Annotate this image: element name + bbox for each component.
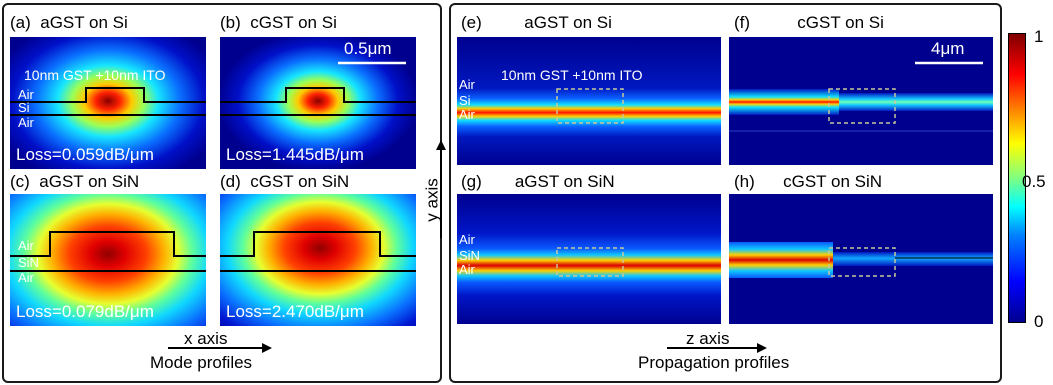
loss-b: Loss=1.445dB/μm: [226, 145, 364, 164]
layer-core-c: SiN: [18, 255, 39, 270]
propagation-heatmap-h: [729, 194, 993, 324]
layer-core-g: SiN: [459, 248, 480, 263]
panel-e-title: (e) aGST on Si: [461, 13, 612, 32]
layer-air-bottom-c: Air: [18, 270, 34, 285]
loss-d: Loss=2.470dB/μm: [226, 302, 364, 321]
propagation-heatmap-e: 10nm GST +10nm ITO Air Si Air: [457, 37, 721, 165]
y-axis-arrow: [436, 140, 446, 238]
colorbar-tick-top: 1: [1034, 27, 1044, 46]
propagation-profiles-frame: [449, 3, 1002, 383]
layer-core-a: Si: [18, 100, 30, 115]
layer-air-top-a: Air: [18, 87, 34, 102]
gst-box-e: [556, 88, 624, 124]
panel-f-title: (f) cGST on Si: [734, 13, 884, 32]
panel-b-title: (b) cGST on Si: [220, 13, 337, 32]
gst-box-h: [828, 247, 993, 277]
waveguide-outline-b: [220, 87, 416, 116]
scale-label-right: 4μm: [931, 39, 965, 58]
beam-h-before: [729, 242, 833, 278]
panel-c-title: (c) aGST on SiN: [10, 172, 140, 191]
colorbar-tick-mid: 0.5: [1022, 172, 1046, 191]
colorbar-tick-bottom: 0: [1034, 312, 1044, 331]
beam-f-before: [729, 89, 839, 115]
waveguide-outline-c: [10, 231, 206, 272]
waveguide-outline-a: [10, 87, 206, 116]
propagation-heatmap-g: Air SiN Air: [457, 194, 721, 324]
layer-air-bottom-e: Air: [459, 107, 475, 122]
colorbar: [1008, 33, 1026, 323]
x-axis-arrow: [168, 343, 272, 353]
structure-label-right: 10nm GST +10nm ITO: [501, 67, 643, 83]
loss-a: Loss=0.059dB/μm: [16, 145, 154, 164]
z-axis-arrow: [667, 343, 767, 353]
x-axis-label: x axis: [184, 329, 228, 348]
gst-box-f: [729, 88, 993, 132]
scale-label-left: 0.5μm: [344, 39, 392, 58]
layer-air-bottom-a: Air: [18, 115, 34, 130]
beam-f-after: [839, 93, 993, 111]
layer-air-top-e: Air: [459, 77, 475, 92]
layer-air-top-g: Air: [459, 232, 475, 247]
scale-bar-left: [338, 61, 406, 65]
propagation-profiles-caption: Propagation profiles: [638, 353, 790, 372]
panel-h-title: (h) cGST on SiN: [734, 172, 883, 191]
mode-heatmap-b: 0.5μm Loss=1.445dB/μm: [220, 37, 416, 169]
panel-a-title: (a) aGST on Si: [10, 13, 128, 32]
layer-air-top-c: Air: [18, 238, 34, 253]
structure-label-left: 10nm GST +10nm ITO: [24, 67, 166, 83]
mode-heatmap-d: Loss=2.470dB/μm: [220, 194, 416, 326]
scale-bar-right: [915, 61, 983, 65]
waveguide-outline-d: [220, 231, 416, 272]
panel-d-title: (d) cGST on SiN: [220, 172, 350, 191]
mode-heatmap-c: Air SiN Air Loss=0.079dB/μm: [10, 194, 206, 326]
mode-heatmap-a: 10nm GST +10nm ITO Air Si Air Loss=0.059…: [10, 37, 206, 169]
beam-h-after: [833, 252, 993, 266]
layer-core-e: Si: [459, 93, 471, 108]
panel-g-title: (g) aGST on SiN: [461, 172, 615, 191]
layer-air-bottom-g: Air: [459, 262, 475, 277]
gst-box-g: [556, 247, 624, 277]
mode-profiles-caption: Mode profiles: [150, 353, 253, 372]
z-axis-label: z axis: [686, 329, 730, 348]
propagation-heatmap-f: 4μm: [729, 37, 993, 165]
loss-c: Loss=0.079dB/μm: [16, 302, 154, 321]
